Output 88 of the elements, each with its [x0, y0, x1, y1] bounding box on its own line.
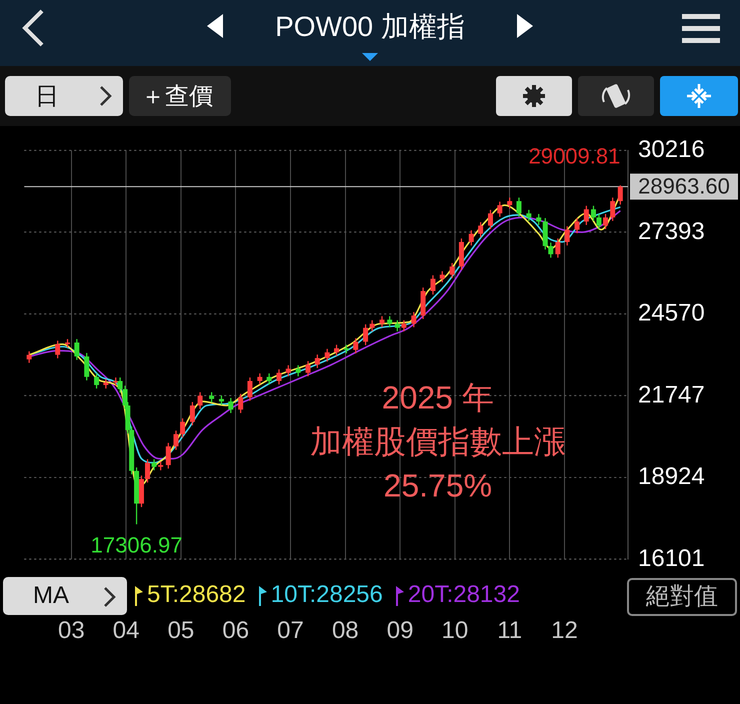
text: 日	[35, 82, 59, 112]
candlestick	[468, 230, 474, 246]
candlestick	[286, 364, 291, 377]
legend-label: 20T:28132	[406, 581, 520, 610]
candlestick	[536, 213, 542, 226]
candlestick	[394, 320, 400, 332]
candlestick	[497, 201, 502, 218]
y-tick-label: 18924	[638, 463, 705, 490]
x-tick-label: 04	[112, 617, 140, 644]
candlestick	[507, 197, 512, 210]
candlestick	[516, 197, 522, 218]
candlestick	[238, 393, 244, 414]
candlestick	[145, 458, 150, 484]
y-tick-label: 27393	[638, 218, 705, 245]
candlestick	[370, 320, 375, 332]
annotation: 25.75%	[384, 468, 492, 504]
candlestick	[158, 461, 164, 471]
y-tick-label: 24570	[638, 300, 705, 327]
candlestick	[84, 352, 90, 381]
x-tick-label: 09	[386, 617, 414, 644]
candlestick	[190, 401, 195, 426]
annotation: 2025 年	[382, 380, 494, 416]
candlestick	[440, 270, 445, 283]
candlestick	[324, 348, 330, 362]
candlestick	[152, 458, 157, 471]
y-tick-label: 16101	[638, 544, 705, 572]
candlestick	[526, 209, 532, 222]
candlestick	[411, 311, 416, 328]
candlestick	[314, 354, 320, 369]
candlestick	[353, 338, 358, 354]
candlestick	[180, 418, 186, 438]
candlestick	[334, 344, 340, 356]
x-tick-label: 06	[222, 617, 250, 644]
x-tick-label: 10	[442, 617, 468, 644]
x-tick-label: 08	[332, 617, 359, 644]
candlestick	[266, 372, 272, 386]
candlestick	[548, 242, 554, 258]
candlestick	[166, 442, 171, 470]
candlestick	[564, 226, 570, 246]
candlestick	[257, 372, 262, 386]
candlestick	[247, 376, 252, 402]
candlestick	[401, 320, 406, 332]
y-tick-label: 21747	[638, 381, 705, 408]
candlestick	[555, 238, 560, 258]
chart-title: POW00 加權指	[274, 10, 466, 44]
y-tick-label: 30216	[638, 136, 705, 164]
x-tick-label: 12	[551, 617, 578, 644]
candlestick	[276, 368, 282, 386]
candlestick	[296, 364, 301, 377]
candlestick	[380, 316, 384, 328]
candlestick	[574, 217, 580, 234]
x-tick-label: 03	[58, 617, 85, 644]
text: 絕對值	[627, 578, 737, 616]
text: ＋查價	[141, 82, 213, 112]
candlestick	[55, 340, 60, 359]
text: MA	[33, 582, 69, 610]
candlestick	[74, 338, 80, 361]
x-tick-label: 11	[497, 617, 522, 644]
candlestick	[430, 274, 436, 296]
candlestick	[103, 378, 108, 390]
candlestick	[450, 262, 455, 279]
candlestick	[478, 222, 484, 238]
candlestick	[118, 376, 123, 394]
candlestick	[488, 209, 493, 230]
x-tick-label: 05	[168, 617, 194, 644]
candlestick	[26, 350, 32, 364]
candlestick	[209, 392, 214, 404]
candlestick	[218, 394, 224, 406]
candlestick	[94, 372, 100, 390]
candlestick	[228, 397, 234, 414]
candlestick	[618, 184, 623, 206]
annotation: 29009.81	[528, 143, 620, 168]
legend-label: 5T:28682	[146, 581, 246, 610]
candlestick	[603, 213, 608, 230]
annotation: 加權股價指數上漲	[310, 424, 566, 460]
legend-label: 10T:28256	[270, 581, 383, 610]
candlestick	[198, 392, 203, 410]
candlestick	[590, 205, 596, 222]
ref-line-label: 28963.60	[638, 174, 730, 199]
candlestick	[387, 316, 392, 328]
candlestick	[596, 213, 602, 230]
candlestick	[173, 430, 178, 450]
annotation: 17306.97	[90, 532, 182, 558]
candlestick	[363, 324, 368, 346]
x-tick-label: 07	[277, 617, 304, 644]
candlestick	[584, 205, 589, 226]
candlestick	[306, 360, 311, 377]
candlestick	[610, 197, 616, 222]
